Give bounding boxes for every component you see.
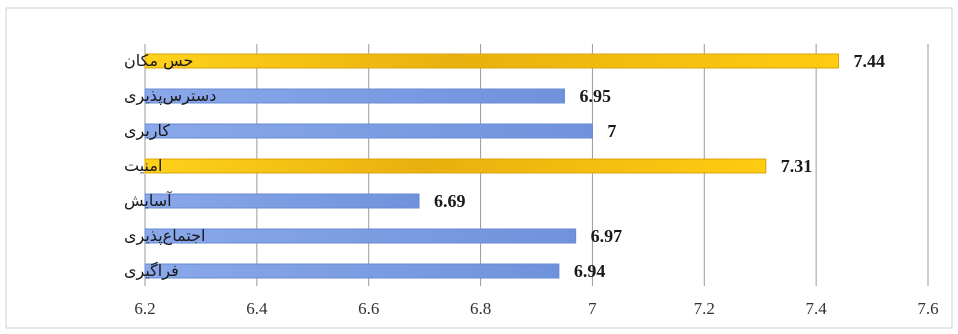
bar [144,263,560,279]
bar [144,53,840,69]
x-tick-label: 6.8 [470,299,491,318]
grid-lines [144,44,929,286]
category-label: امنیت [124,156,162,175]
data-label: 6.94 [574,261,606,281]
data-label: 6.97 [591,226,623,246]
x-tick-label: 7.4 [806,299,828,318]
x-tick-label: 7.6 [917,299,938,318]
x-tick-label: 6.6 [358,299,379,318]
category-label: حس مکان [124,51,193,71]
value-labels: 7.44 6.95 7 7.31 6.69 6.97 6.94 [434,51,885,281]
category-label: آسایش [124,191,173,211]
category-label: فراگیری [124,261,179,281]
category-label: کاربری [124,121,170,141]
bar [144,158,767,174]
x-tick-label: 6.4 [246,299,268,318]
data-label: 7.31 [781,156,813,176]
data-label: 7.44 [854,51,886,71]
bars [144,53,840,279]
data-label: 6.95 [579,86,611,106]
data-label: 6.69 [434,191,466,211]
category-label: دسترس‌پذیری [124,86,216,106]
bar [144,193,420,209]
x-tick-label: 6.2 [134,299,155,318]
bar [144,88,565,104]
bar [144,228,577,244]
category-labels: حس مکان دسترس‌پذیری کاربری امنیت آسایش اجتماع… [124,51,216,281]
x-tick-label: 7.2 [694,299,715,318]
data-label: 7 [607,121,616,141]
chart-frame [5,7,953,329]
bar [144,123,593,139]
x-axis-tick-labels: 6.2 6.4 6.6 6.8 7 7.2 7.4 7.6 [134,299,938,318]
category-label: اجتماع‌پذیری [124,226,206,246]
x-tick-label: 7 [588,299,597,318]
